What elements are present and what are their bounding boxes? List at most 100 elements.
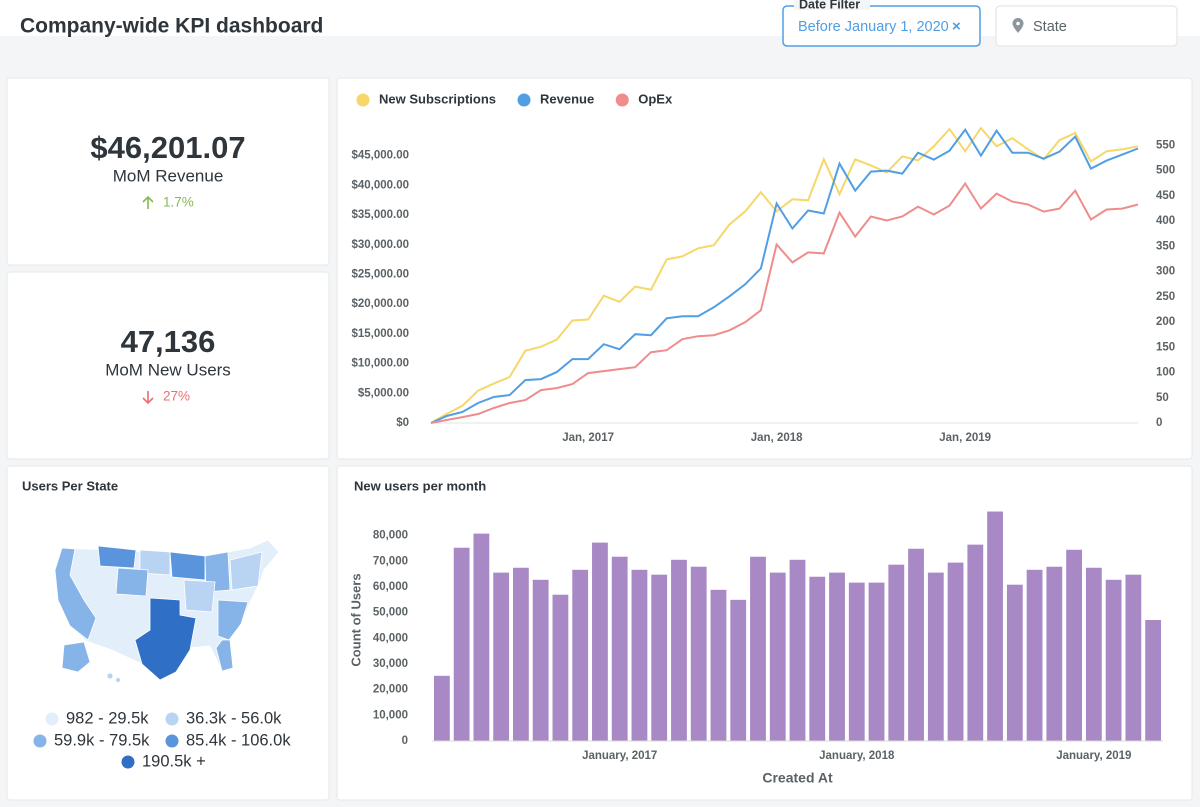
x-tick-label: January, 2019: [1056, 750, 1131, 762]
map-state: [215, 639, 234, 672]
filter-label-bg: [794, 0, 870, 10]
bar: [947, 562, 964, 741]
bar: [967, 544, 984, 741]
legend-swatch: [121, 755, 135, 769]
map-state: [54, 547, 97, 641]
map-state: [115, 567, 149, 597]
filter-box[interactable]: [782, 5, 981, 47]
filter-box[interactable]: [995, 5, 1178, 47]
y2-tick-label: 200: [1156, 316, 1175, 328]
legend-label: 59.9k - 79.5k: [54, 731, 150, 749]
bar: [1085, 567, 1102, 741]
y-tick-label: 60,000: [373, 581, 408, 593]
y-tick-label: $45,000.00: [351, 150, 409, 162]
bar: [1105, 579, 1122, 741]
x-tick-label: January, 2017: [582, 750, 657, 762]
x-tick-label: Jan, 2018: [751, 432, 803, 444]
kpi-change-text: 27%: [163, 389, 190, 404]
series-line: [430, 181, 1139, 424]
y-axis-title: Count of Users: [348, 573, 363, 666]
bar: [552, 594, 569, 741]
y2-tick-label: 250: [1156, 291, 1175, 303]
bar: [532, 579, 549, 741]
series-line: [430, 127, 1139, 424]
legend-label: 982 - 29.5k: [66, 709, 149, 727]
map-hawaii: [115, 677, 121, 683]
x-tick-label: January, 2018: [819, 750, 895, 762]
bar: [1066, 549, 1082, 741]
legend-swatch: [165, 734, 179, 748]
legend-label: Revenue: [540, 91, 594, 106]
bar: [453, 547, 470, 741]
map-legend: 982 - 29.5k 36.3k - 56.0k 59.9k - 79.5k 85.…: [33, 709, 291, 770]
bar: [473, 533, 490, 741]
y2-tick-label: 450: [1156, 190, 1175, 202]
x-tick-label: Jan, 2017: [562, 432, 614, 444]
kpi-label: MoM Revenue: [113, 166, 224, 185]
bar: [730, 599, 747, 741]
pin-icon: [1012, 18, 1024, 33]
y-tick-label: 80,000: [373, 530, 408, 542]
kpi-label: MoM New Users: [105, 360, 231, 379]
legend-swatch: [165, 712, 179, 726]
bar: [848, 582, 865, 741]
kpi-card: [6, 271, 330, 460]
y-tick-label: $35,000.00: [351, 209, 409, 221]
y-tick-label: 30,000: [373, 658, 408, 670]
y2-tick-label: 300: [1156, 266, 1175, 278]
kpi-arrow: [142, 391, 154, 405]
bar-chart: New users per month Created At Count of Us…: [348, 478, 1163, 786]
y2-tick-label: 400: [1156, 215, 1175, 227]
y-tick-label: $25,000.00: [351, 269, 409, 281]
y2-tick-label: 150: [1156, 341, 1175, 353]
y2-tick-label: 100: [1156, 367, 1175, 379]
bar: [631, 569, 648, 741]
legend-swatch: [33, 734, 47, 748]
kpi-card: [6, 77, 330, 266]
map-state: [139, 549, 171, 576]
bar: [1026, 569, 1043, 741]
bar: [513, 567, 529, 741]
legend-swatch: [45, 712, 59, 726]
state-filter[interactable]: State: [995, 5, 1178, 47]
bar: [1125, 574, 1142, 741]
date-filter[interactable]: Date Filter Before January 1, 2020 ×: [782, 0, 981, 47]
filter-clear[interactable]: ×: [952, 18, 961, 35]
y-tick-label: 20,000: [373, 684, 408, 696]
legend-label: OpEx: [638, 91, 673, 106]
bar: [671, 559, 687, 741]
bar: [927, 572, 944, 741]
y-tick-label: 40,000: [373, 632, 408, 644]
map-state: [134, 597, 197, 681]
y2-tick-label: 0: [1156, 417, 1162, 429]
line-chart: $0 $5,000.00 $10,000.00 $15,000.00 $20,000.0…: [351, 91, 1175, 444]
legend-label: 36.3k - 56.0k: [186, 709, 282, 727]
bar: [888, 564, 905, 741]
y-tick-label: 0: [402, 735, 408, 747]
y-tick-label: 70,000: [373, 555, 408, 567]
y-tick-label: $30,000.00: [351, 239, 409, 251]
kpi-change-text: 1.7%: [163, 195, 194, 210]
map-title: Users Per State: [22, 478, 118, 493]
legend-label: 85.4k - 106.0k: [186, 731, 291, 749]
bar: [592, 542, 608, 741]
y-tick-label: $5,000.00: [358, 387, 409, 399]
y-tick-label: $40,000.00: [351, 179, 409, 191]
kpi-change: 1.7%: [142, 195, 194, 210]
kpi-change: 27%: [142, 389, 190, 405]
bar: [710, 589, 727, 741]
us-map: [54, 539, 280, 683]
bar: [1046, 566, 1063, 741]
y2-tick-label: 350: [1156, 240, 1175, 252]
legend-swatch: [517, 93, 531, 107]
y-tick-label: $20,000.00: [351, 298, 409, 310]
bar: [908, 548, 924, 741]
kpi-arrow: [142, 195, 154, 209]
bar: [651, 574, 668, 741]
bar: [868, 582, 885, 741]
bar: [829, 572, 845, 741]
bar: [789, 559, 806, 741]
bar: [572, 569, 589, 741]
